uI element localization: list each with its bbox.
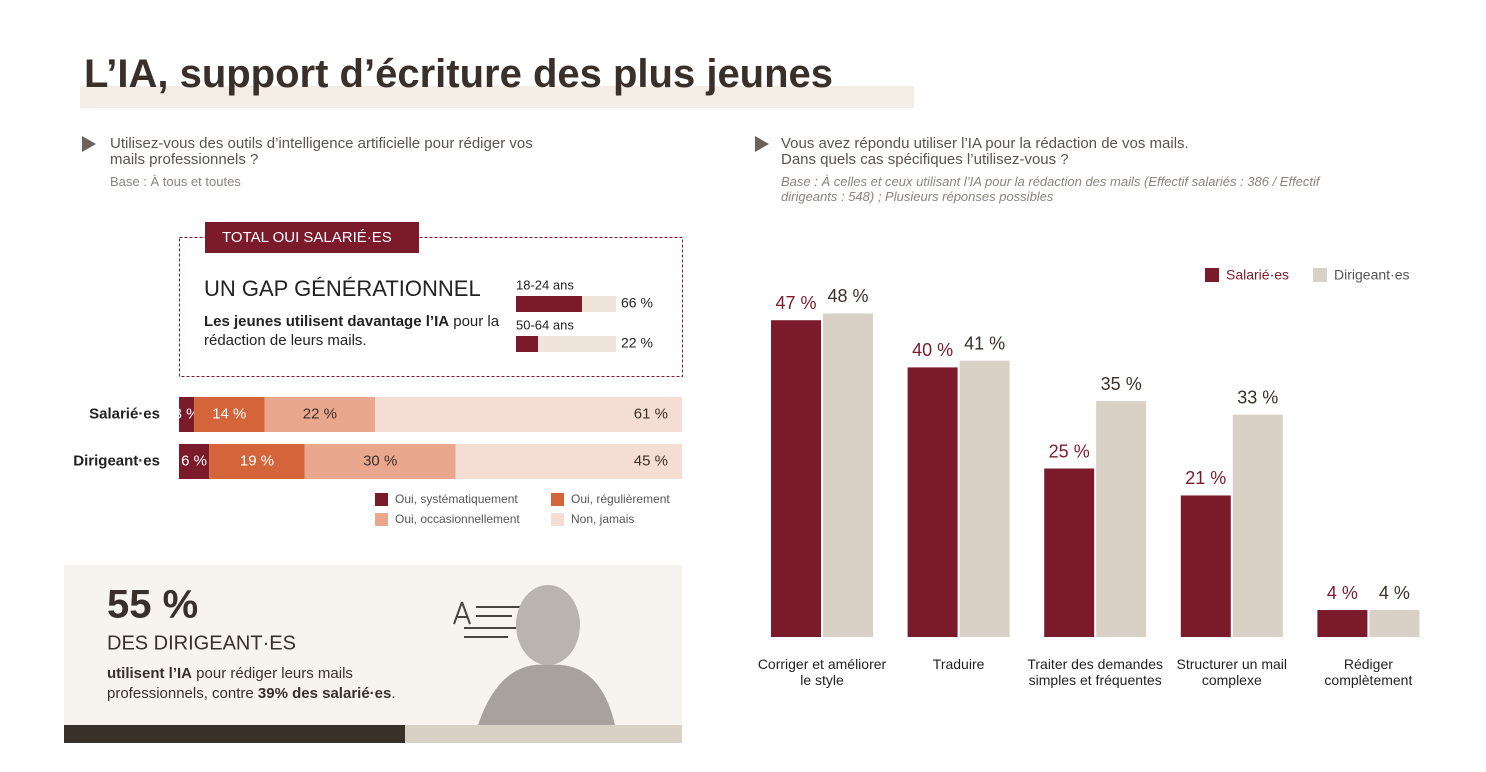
legend-label: Non, jamais bbox=[571, 512, 634, 526]
bar bbox=[959, 360, 1010, 637]
bar bbox=[1369, 610, 1420, 637]
legend-swatch bbox=[551, 513, 564, 526]
bar bbox=[1180, 495, 1231, 637]
question-line: Vous avez répondu utiliser l’IA pour la … bbox=[781, 135, 1189, 152]
title-underline bbox=[80, 86, 914, 108]
value-label: 61 % bbox=[634, 405, 668, 422]
question: Vous avez répondu utiliser l’IA pour la … bbox=[781, 136, 1189, 168]
bar bbox=[516, 336, 538, 352]
base-note: Base : À tous et toutes bbox=[110, 174, 241, 189]
callout-band bbox=[405, 725, 682, 743]
text-part: 39% des salarié·es bbox=[257, 685, 392, 702]
category-label: 50-64 ans bbox=[516, 317, 574, 332]
value-label: 22 % bbox=[303, 405, 337, 422]
legend-swatch bbox=[1205, 268, 1219, 282]
bar-track bbox=[516, 336, 616, 352]
bar bbox=[1317, 610, 1368, 637]
category-label: Salarié·es bbox=[89, 405, 160, 422]
legend-swatch bbox=[375, 493, 388, 506]
value-label: 21 % bbox=[1185, 468, 1226, 488]
value-label: 35 % bbox=[1101, 374, 1142, 394]
bar bbox=[1044, 468, 1095, 637]
category-label: 18-24 ans bbox=[516, 277, 574, 292]
category-label: Corriger et améliorer le style bbox=[757, 656, 887, 688]
value-label: 14 % bbox=[212, 405, 246, 422]
value-label: 48 % bbox=[827, 286, 868, 306]
value-label: 47 % bbox=[775, 293, 816, 313]
bar-segment bbox=[375, 397, 682, 432]
value-label: 30 % bbox=[363, 452, 397, 469]
page-title: L’IA, support d’écriture des plus jeunes bbox=[84, 52, 834, 96]
bar-segment bbox=[194, 397, 265, 432]
value-label: 3 % bbox=[174, 405, 200, 422]
legend-swatch bbox=[551, 493, 564, 506]
legend-label: Oui, occasionnellement bbox=[395, 512, 520, 526]
text-part: pour la rédaction de leurs mails. bbox=[204, 313, 500, 349]
category-label: Traiter des demandes simples et fréquent… bbox=[1027, 656, 1164, 688]
bar bbox=[1096, 401, 1147, 637]
legend-swatch bbox=[1313, 268, 1327, 282]
category-label: Structurer un mail complexe bbox=[1176, 656, 1288, 688]
value-label: 4 % bbox=[1379, 583, 1410, 603]
category-label: Rédiger complètement bbox=[1324, 656, 1413, 688]
text-part: pour rédiger leurs mails professionnels,… bbox=[107, 665, 353, 702]
bar bbox=[771, 320, 821, 637]
bar-segment bbox=[179, 444, 210, 479]
legend-label: Dirigeant·es bbox=[1334, 267, 1409, 283]
value-label: 22 % bbox=[621, 335, 653, 351]
robot-body bbox=[478, 664, 615, 725]
value-label: 40 % bbox=[912, 340, 953, 360]
legend-label: Oui, systématiquement bbox=[395, 492, 518, 506]
legend-label: Oui, régulièrement bbox=[571, 492, 670, 506]
text-part: Les jeunes utilisent davantage l’IA bbox=[204, 313, 450, 330]
bullet bbox=[755, 136, 769, 152]
gap-box bbox=[179, 237, 683, 377]
callout-band bbox=[64, 725, 405, 743]
legend-label: Salarié·es bbox=[1226, 267, 1289, 283]
callout-text: utilisent l’IA pour rédiger leurs mails … bbox=[107, 664, 427, 704]
callout-value: 55 % bbox=[107, 583, 198, 627]
gap-text: Les jeunes utilisent davantage l’IA pour… bbox=[204, 312, 504, 350]
text-part: utilisent l’IA bbox=[107, 665, 193, 682]
badge-bg bbox=[205, 222, 419, 253]
value-label: 25 % bbox=[1049, 441, 1090, 461]
legend-swatch bbox=[375, 513, 388, 526]
value-label: 19 % bbox=[240, 452, 274, 469]
value-label: 41 % bbox=[964, 333, 1005, 353]
category-label: Traduire bbox=[932, 656, 985, 672]
bar bbox=[907, 367, 958, 637]
bar bbox=[516, 296, 582, 312]
value-label: 66 % bbox=[621, 295, 653, 311]
bar-segment bbox=[179, 397, 195, 432]
question: Utilisez-vous des outils d’intelligence … bbox=[110, 135, 533, 168]
bar bbox=[1232, 414, 1283, 637]
base-note: Base : À celles et ceux utilisant l’IA p… bbox=[781, 174, 1320, 204]
value-label: 6 % bbox=[181, 452, 207, 469]
bar-segment bbox=[304, 444, 456, 479]
question-line: Dans quels cas spécifiques l’utilisez-vo… bbox=[781, 151, 1069, 168]
robot-illustration bbox=[453, 601, 520, 638]
robot-head bbox=[516, 585, 580, 665]
callout-heading: DES DIRIGEANT·ES bbox=[107, 632, 296, 654]
bar-segment bbox=[209, 444, 305, 479]
badge: TOTAL OUI SALARIÉ·ES bbox=[222, 229, 392, 246]
bar-segment bbox=[264, 397, 376, 432]
category-label: Dirigeant·es bbox=[73, 452, 160, 469]
bullet bbox=[82, 136, 96, 152]
value-label: 45 % bbox=[634, 452, 668, 469]
bar-segment bbox=[455, 444, 682, 479]
gap-heading: UN GAP GÉNÉRATIONNEL bbox=[204, 276, 481, 301]
text-part: . bbox=[391, 685, 396, 702]
value-label: 4 % bbox=[1327, 583, 1358, 603]
value-label: 33 % bbox=[1237, 387, 1278, 407]
bar bbox=[823, 313, 873, 637]
